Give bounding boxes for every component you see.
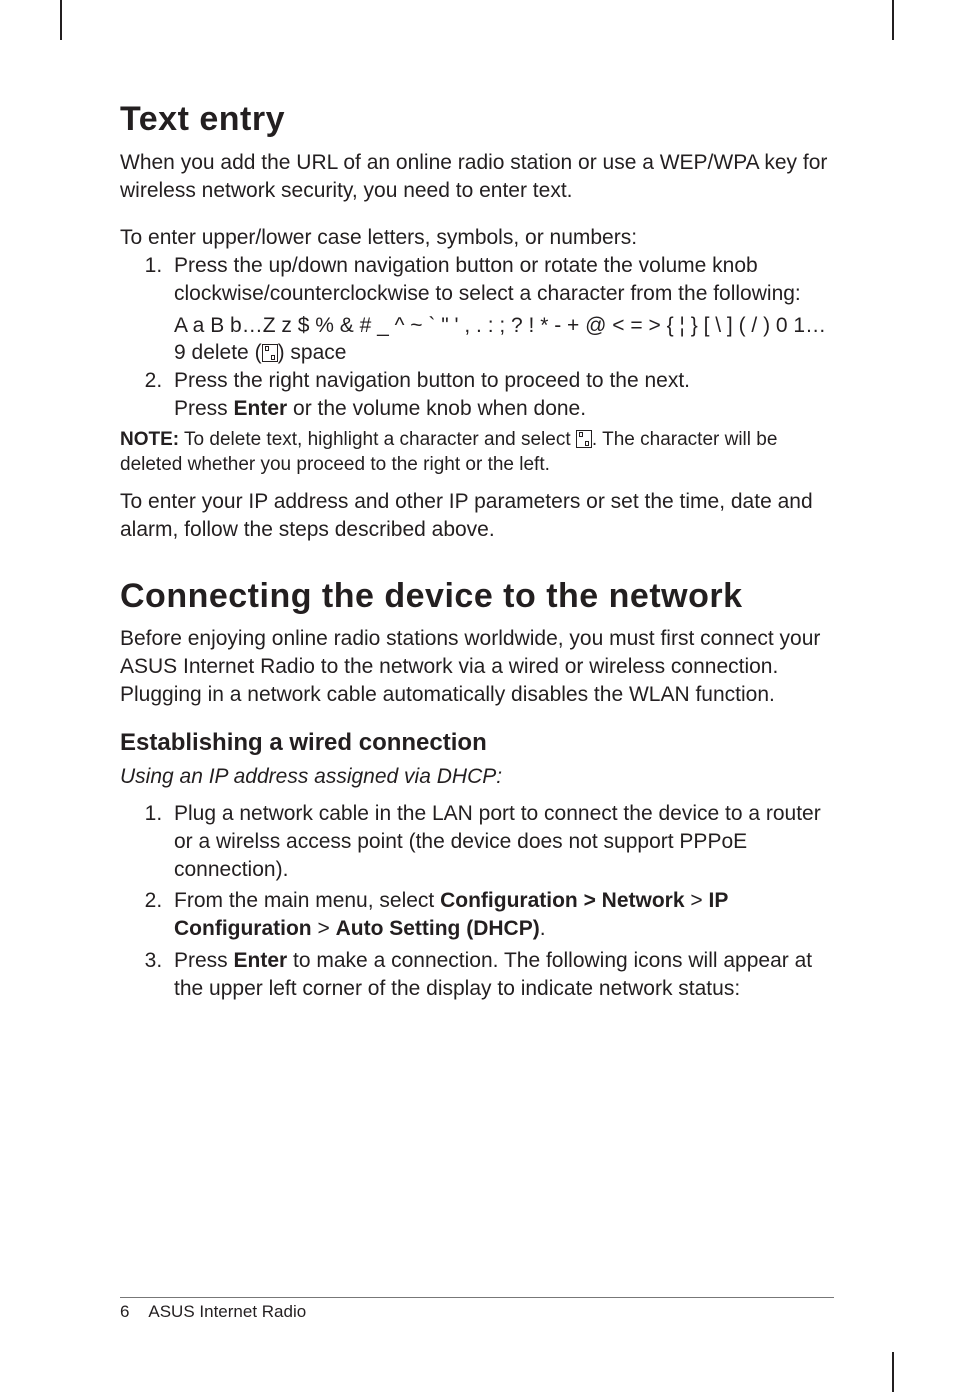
crop-mark — [60, 0, 62, 40]
crop-mark — [892, 0, 894, 40]
character-set: A a B b…Z z $ % & # _ ^ ~ ` " ' , . : ; … — [174, 312, 834, 367]
delete-icon — [576, 430, 592, 448]
list-item: Press the right navigation button to pro… — [168, 367, 834, 422]
ordered-list: Press the right navigation button to pro… — [120, 367, 834, 422]
enter-label: Enter — [234, 397, 288, 420]
step-text: Plug a network cable in the LAN port to … — [174, 802, 821, 880]
lead-italic: Using an IP address assigned via DHCP: — [120, 763, 834, 791]
ordered-list: Plug a network cable in the LAN port to … — [120, 800, 834, 1002]
step-line-a: Press the right navigation button to pro… — [174, 369, 690, 392]
enter-label: Enter — [234, 949, 288, 972]
subheading-wired: Establishing a wired connection — [120, 729, 834, 757]
step3-pre: Press — [174, 949, 234, 972]
paragraph: To enter your IP address and other IP pa… — [120, 488, 834, 543]
note: NOTE: To delete text, highlight a charac… — [120, 428, 834, 477]
note-text-a: To delete text, highlight a character an… — [179, 429, 576, 450]
step-line-b-pre: Press — [174, 397, 234, 420]
footer-title: ASUS Internet Radio — [148, 1302, 306, 1321]
chars-part-b: ) space — [278, 341, 347, 364]
step2-post: . — [540, 917, 546, 940]
footer-rule — [120, 1297, 834, 1298]
heading-text-entry: Text entry — [120, 100, 834, 139]
step2-bold3: Auto Setting (DHCP) — [336, 917, 540, 940]
step-line-b-post: or the volume knob when done. — [287, 397, 586, 420]
note-label: NOTE: — [120, 429, 179, 450]
step2-mid2: > — [312, 917, 336, 940]
dhcp-lead: Using an IP address assigned via DHCP: — [120, 765, 502, 788]
list-item: From the main menu, select Configuration… — [168, 887, 834, 942]
heading-connecting: Connecting the device to the network — [120, 577, 834, 615]
step2-pre: From the main menu, select — [174, 889, 440, 912]
list-item: Press Enter to make a connection. The fo… — [168, 947, 834, 1002]
page: Text entry When you add the URL of an on… — [0, 0, 954, 1392]
footer-block: 6 ASUS Internet Radio — [120, 1291, 834, 1322]
paragraph: When you add the URL of an online radio … — [120, 149, 834, 204]
page-number: 6 — [120, 1302, 129, 1321]
step2-bold1: Configuration > Network — [440, 889, 684, 912]
step2-mid1: > — [685, 889, 709, 912]
list-item: Plug a network cable in the LAN port to … — [168, 800, 834, 883]
ordered-list: Press the up/down navigation button or r… — [120, 252, 834, 307]
step-text: Press the up/down navigation button or r… — [174, 254, 801, 305]
paragraph: Before enjoying online radio stations wo… — [120, 625, 834, 708]
footer-text: 6 ASUS Internet Radio — [120, 1302, 834, 1322]
crop-mark — [892, 1352, 894, 1392]
delete-icon — [262, 344, 278, 362]
paragraph: To enter upper/lower case letters, symbo… — [120, 224, 834, 252]
list-item: Press the up/down navigation button or r… — [168, 252, 834, 307]
